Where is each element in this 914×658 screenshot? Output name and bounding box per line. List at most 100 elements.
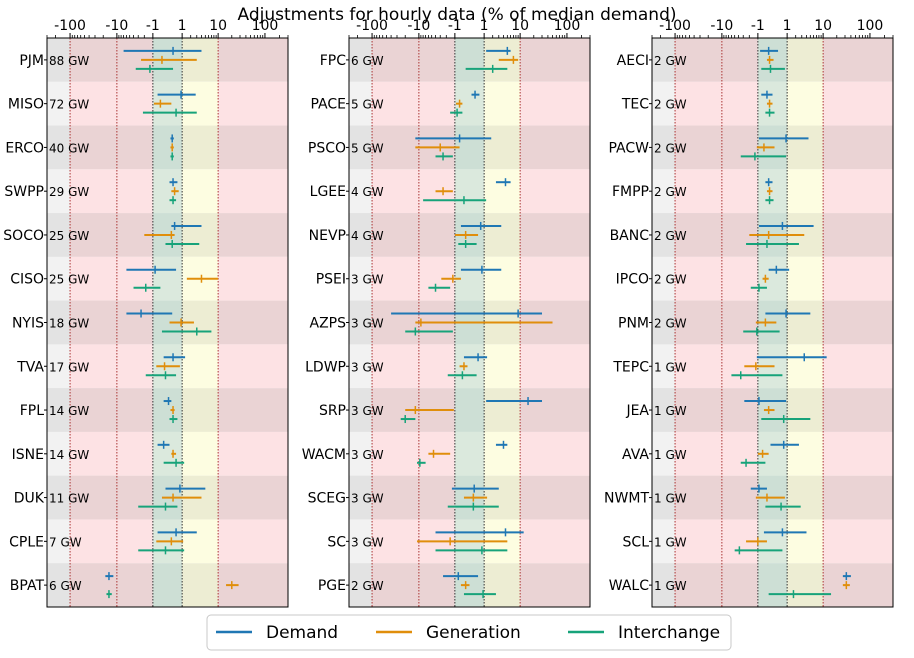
row-band-red-left [418, 81, 455, 126]
row-band-yellow-right [484, 475, 521, 520]
region-miso: MISO 72 GW [8, 90, 197, 117]
row-band-gray-edge [349, 169, 373, 214]
row-band-red-far [675, 256, 722, 301]
row-band-red-left [116, 388, 153, 432]
row-band-gray-edge [652, 563, 676, 607]
row-band-gray-edge [652, 344, 676, 389]
row-band-yellow-right [182, 519, 219, 564]
region-size: 2 GW [654, 185, 687, 199]
region-name: TVA [16, 359, 44, 375]
row-band-red-far [675, 344, 722, 389]
row-band-red-far [372, 519, 419, 564]
region-psco: PSCO 5 GW [308, 134, 492, 161]
region-fmpp: FMPP 2 GW [612, 178, 774, 205]
row-band-red-left [721, 300, 758, 345]
region-name: AECI [617, 53, 649, 69]
row-band-yellow-right [182, 344, 219, 389]
row-band-red-far [70, 563, 117, 607]
row-band-red-far [675, 38, 722, 82]
row-band-red-right [520, 81, 590, 126]
region-size: 5 GW [351, 141, 384, 155]
tick-label: -10 [710, 18, 733, 34]
region-cple: CPLE 7 GW [9, 528, 197, 555]
row-band-red-far [372, 38, 419, 82]
region-size: 14 GW [49, 448, 89, 462]
row-band-core [454, 125, 485, 170]
row-band-yellow-right [787, 563, 824, 607]
row-band-yellow-right [182, 388, 219, 432]
row-band-red-left [418, 563, 455, 607]
region-pjm: PJM 88 GW [19, 46, 202, 73]
region-name: WACM [302, 447, 346, 463]
row-band-red-far [70, 431, 117, 476]
row-band-gray-edge [652, 38, 676, 82]
row-band-red-right [218, 256, 288, 301]
tick-label: -1 [146, 18, 160, 34]
row-band-red-right [823, 388, 893, 432]
row-band-red-far [70, 125, 117, 170]
row-band-red-left [116, 344, 153, 389]
region-name: NWMT [604, 491, 649, 507]
region-size: 3 GW [351, 492, 384, 506]
row-band-red-far [70, 81, 117, 126]
region-name: NYIS [12, 316, 44, 332]
legend-label-demand: Demand [266, 623, 338, 643]
row-band-yellow-right [484, 388, 521, 432]
tick-label: 10 [511, 18, 529, 34]
region-pnm: PNM 2 GW [618, 309, 811, 336]
region-name: PSCO [308, 140, 346, 156]
row-band-red-far [70, 38, 117, 82]
tick-label: -100 [659, 18, 691, 34]
row-band-yellow-right [787, 38, 824, 82]
row-band-red-right [823, 125, 893, 170]
region-name: PGE [318, 578, 346, 594]
region-size: 1 GW [654, 448, 687, 462]
region-size: 11 GW [49, 492, 89, 506]
region-size: 1 GW [654, 404, 687, 418]
row-band-core [152, 125, 183, 170]
row-band-red-right [520, 475, 590, 520]
region-tva: TVA 17 GW [16, 353, 186, 380]
row-band-red-left [116, 300, 153, 345]
region-name: BPAT [10, 578, 45, 594]
row-band-red-right [823, 475, 893, 520]
region-nwmt: NWMT 1 GW [604, 484, 801, 511]
region-size: 2 GW [654, 141, 687, 155]
row-band-red-right [520, 256, 590, 301]
row-band-red-left [418, 475, 455, 520]
region-pace: PACE 5 GW [311, 90, 480, 117]
row-band-yellow-right [182, 125, 219, 170]
row-band-red-right [218, 475, 288, 520]
row-band-red-far [372, 213, 419, 257]
region-size: 3 GW [351, 273, 384, 287]
row-band-gray-edge [652, 169, 676, 214]
row-band-yellow-right [182, 81, 219, 126]
row-band-core [152, 431, 183, 476]
row-band-yellow-right [787, 344, 824, 389]
region-name: NEVP [309, 228, 346, 244]
row-band-gray-edge [349, 344, 373, 389]
region-name: ISNE [12, 447, 44, 463]
region-size: 6 GW [351, 54, 384, 68]
row-band-gray-edge [47, 388, 71, 432]
row-band-red-right [520, 519, 590, 564]
region-nyis: NYIS 18 GW [12, 309, 212, 336]
row-band-red-far [372, 563, 419, 607]
row-band-red-right [823, 431, 893, 476]
row-band-red-left [418, 38, 455, 82]
row-band-red-right [823, 563, 893, 607]
row-band-red-left [721, 475, 758, 520]
region-ciso: CISO 25 GW [10, 265, 219, 292]
row-band-gray-edge [652, 213, 676, 257]
row-band-red-far [675, 300, 722, 345]
row-band-red-right [218, 388, 288, 432]
row-band-red-far [70, 300, 117, 345]
region-size: 25 GW [49, 273, 89, 287]
tick-label: 1 [480, 18, 489, 34]
row-band-red-far [70, 169, 117, 214]
row-band-yellow-right [787, 431, 824, 476]
row-band-yellow-right [787, 388, 824, 432]
panel-2: -100 -10 -1 1 10 100 FPC 6 GW PACE 5 GW PSCO 5 GW LG… [302, 18, 591, 608]
